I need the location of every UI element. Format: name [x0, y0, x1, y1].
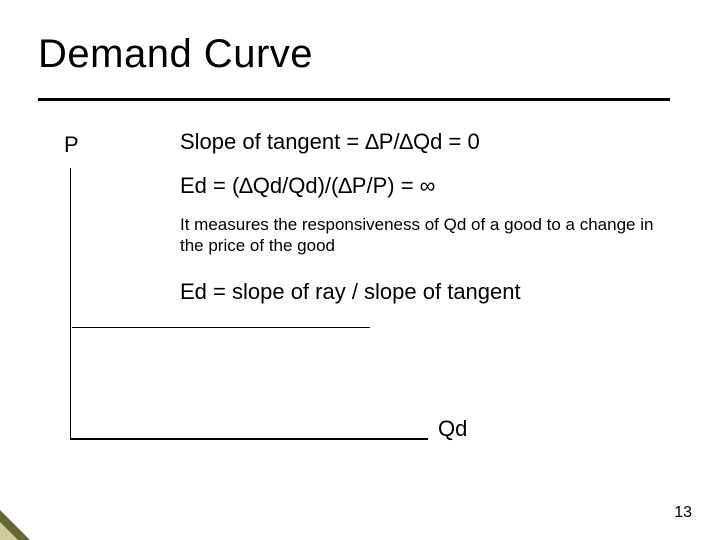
- title-underline: [38, 98, 670, 101]
- corner-accent-icon: [0, 510, 30, 540]
- description-line: It measures the responsiveness of Qd of …: [180, 214, 660, 257]
- slide-title: Demand Curve: [38, 32, 313, 77]
- ed-ray-line: Ed = slope of ray / slope of tangent: [180, 278, 660, 306]
- axis-qd-label: Qd: [438, 416, 467, 442]
- page-number: 13: [674, 504, 692, 522]
- demand-curve-line: [72, 327, 370, 328]
- axis-p-label: P: [64, 132, 79, 158]
- slope-line: Slope of tangent = ∆P/∆Qd = 0: [180, 128, 660, 156]
- x-axis: [70, 438, 428, 440]
- ed-infinity-line: Ed = (∆Qd/Qd)/(∆P/P) = ∞: [180, 172, 660, 200]
- y-axis: [70, 168, 71, 440]
- slide: Demand Curve P Slope of tangent = ∆P/∆Qd…: [0, 0, 720, 540]
